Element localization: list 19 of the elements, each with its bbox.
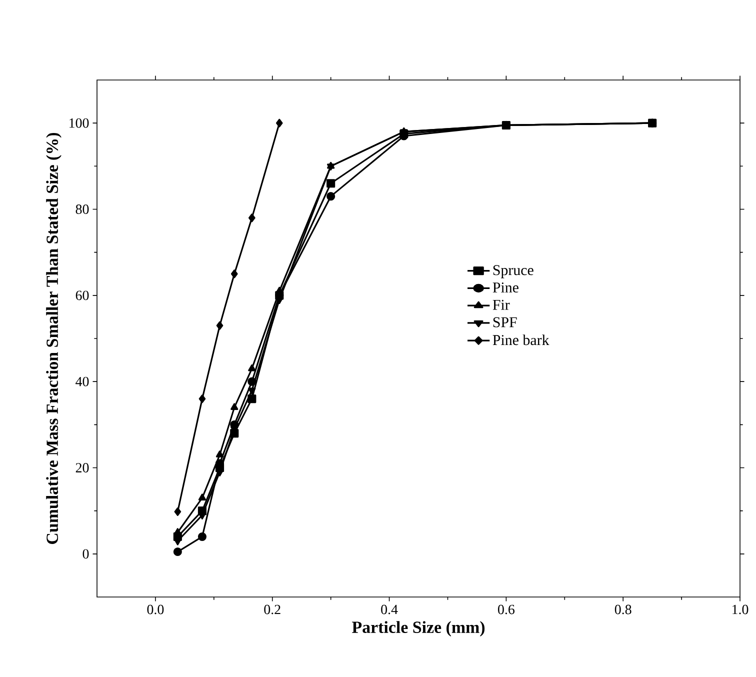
legend-label: SPF [493,317,517,328]
x-tick-label: 0.2 [264,604,280,614]
x-tick-label: 0.4 [381,604,398,614]
x-axis-title: Particle Size (mm) [352,621,485,636]
y-tick-label: 20 [76,463,89,472]
y-tick-label: 100 [70,118,89,128]
y-tick-label: 80 [76,204,89,214]
legend-label: Fir [492,300,510,310]
x-tick-label: 0.0 [147,604,164,614]
legend-label: Pine [492,282,518,293]
y-tick-label: 60 [76,290,89,300]
legend-label: Pine bark [492,334,550,346]
y-tick-label: 40 [76,376,89,386]
legend-label: Spruce [493,265,534,278]
x-tick-label: 1.0 [732,604,748,614]
y-tick-label: 0 [82,549,89,559]
y-axis-title: Cumulative Mass Fraction Smaller Than Stated Size (%) [46,132,62,544]
x-tick-label: 0.6 [498,604,514,614]
x-tick-label: 0.8 [614,604,632,614]
